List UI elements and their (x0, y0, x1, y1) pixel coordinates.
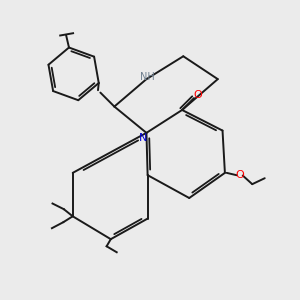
Text: N: N (139, 133, 147, 143)
Text: NH: NH (140, 72, 154, 82)
Text: O: O (236, 170, 244, 180)
Text: O: O (193, 89, 202, 100)
